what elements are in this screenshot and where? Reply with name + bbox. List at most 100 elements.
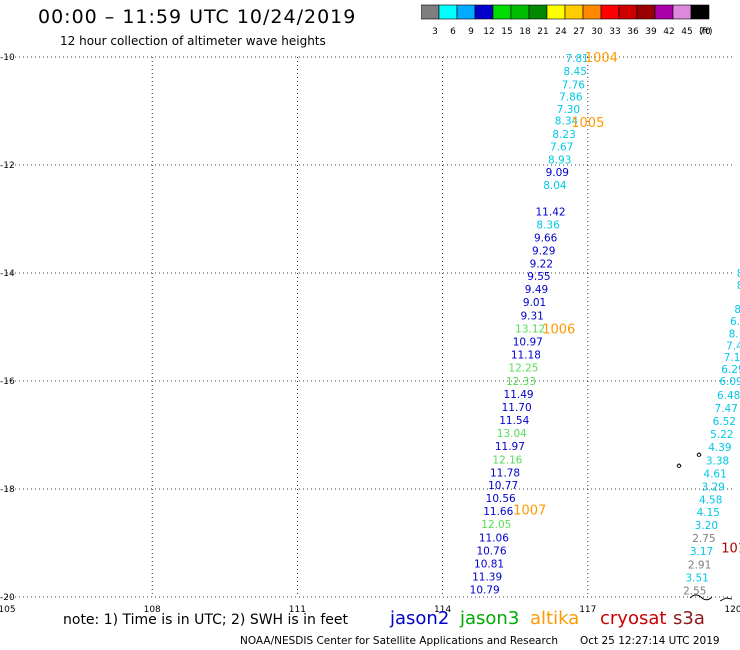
coastline-shape — [676, 463, 682, 468]
swh-value-label: 7.10 — [724, 352, 740, 364]
swh-value-label: 11.70 — [502, 402, 532, 414]
swh-value-label: 9.01 — [523, 297, 546, 309]
scale-label-70: 70 — [699, 27, 711, 37]
swh-value-label: 10.97 — [513, 337, 543, 349]
scale-label-15: 15 — [501, 27, 512, 37]
swh-value-label: 2.75 — [692, 533, 715, 545]
y-tick-label: -14 — [0, 269, 15, 279]
swh-value-label: 7.45 — [726, 340, 740, 352]
swh-value-label: 11.54 — [499, 415, 529, 427]
pressure-label: 1007 — [513, 504, 546, 519]
swh-value-label: 9.31 — [520, 311, 543, 323]
swh-value-label: 5.22 — [710, 429, 733, 441]
swh-value-label: 13.12 — [515, 324, 545, 336]
x-tick-label: 114 — [434, 605, 451, 615]
y-tick-label: -16 — [0, 377, 15, 387]
swh-value-label: 7.67 — [550, 142, 573, 154]
coastline-shape — [689, 594, 713, 601]
swh-value-label: 7.81 — [565, 53, 588, 65]
scale-label-39: 39 — [645, 27, 657, 37]
swh-value-label: 3.29 — [701, 481, 724, 493]
swh-value-label: 4.61 — [703, 468, 726, 480]
swh-value-label: 3.51 — [685, 573, 708, 585]
y-tick-label: -20 — [0, 593, 15, 603]
x-tick-label: 108 — [144, 605, 161, 615]
coastline-shape — [719, 597, 733, 602]
swh-value-label: 10.77 — [488, 480, 518, 492]
scale-label-45: 45 — [681, 27, 692, 37]
pressure-label: 1005 — [571, 116, 604, 131]
swh-value-label: 9.55 — [527, 271, 550, 283]
swh-value-label: 8.93 — [548, 155, 571, 167]
swh-value-label: 13.04 — [497, 428, 527, 440]
scale-label-3: 3 — [432, 27, 438, 37]
swh-value-label: 9.66 — [534, 232, 558, 244]
scale-unit-label: (ft) — [699, 27, 713, 37]
swh-value-label: 2.55 — [683, 586, 706, 598]
credit-line: NOAA/NESDIS Center for Satellite Applica… — [240, 635, 558, 647]
swh-value-label: 11.18 — [511, 350, 541, 362]
pressure-label: 1015 — [721, 541, 740, 556]
swh-value-label: 7.86 — [559, 91, 583, 103]
scale-label-30: 30 — [591, 27, 603, 37]
swh-value-label: 8.23 — [552, 129, 575, 141]
swh-value-label: 10.81 — [474, 559, 504, 571]
swh-value-label: 6.29 — [721, 364, 740, 376]
chart-title: 00:00 – 11:59 UTC 10/24/2019 — [38, 6, 357, 28]
scale-label-12: 12 — [483, 27, 494, 37]
swh-value-label: 8.45 — [564, 66, 587, 78]
swh-value-label: 8.8 — [737, 280, 740, 292]
swh-value-label: 11.42 — [536, 206, 566, 218]
swh-value-label: 9.09 — [546, 167, 569, 179]
swh-value-label: 3.20 — [695, 520, 718, 532]
y-tick-label: -18 — [0, 485, 15, 495]
swh-value-label: 11.39 — [472, 571, 502, 583]
swh-value-label: 6.09 — [719, 376, 740, 388]
satellite-label-jason3: jason3 — [460, 608, 520, 629]
swh-value-label: 8.34 — [555, 116, 579, 128]
scale-label-21: 21 — [537, 27, 548, 37]
x-tick-label: 120 — [724, 605, 740, 615]
satellite-label-altika: altika — [530, 608, 580, 629]
swh-value-label: 7.76 — [562, 80, 586, 92]
swh-value-label: 11.06 — [479, 533, 509, 545]
swh-value-label: 7.47 — [715, 403, 738, 415]
x-tick-label: 117 — [579, 605, 596, 615]
coastline-shape — [696, 452, 702, 457]
scale-label-27: 27 — [573, 27, 584, 37]
color-scale-legend: 3 6 9 12 15 18 21 24 27 30 33 36 39 42 45 70(ft) — [421, 4, 713, 37]
footer-note: note: 1) Time is in UTC; 2) SWH is in fe… — [63, 612, 349, 628]
y-tick-label: -12 — [0, 161, 15, 171]
scale-label-24: 24 — [555, 27, 567, 37]
swh-value-label: 4.58 — [699, 494, 722, 506]
satellite-label-s3a: s3a — [673, 608, 705, 629]
swh-value-label: 10.56 — [486, 493, 516, 505]
swh-value-label: 11.49 — [504, 389, 534, 401]
swh-value-label: 12.25 — [508, 363, 538, 375]
pressure-label: 1006 — [542, 323, 575, 338]
swh-value-label: 8.8 — [734, 304, 740, 316]
swh-value-label: 2.91 — [688, 560, 711, 572]
satellite-label-jason2: jason2 — [390, 608, 450, 629]
swh-value-label: 9.22 — [530, 258, 553, 270]
swh-value-label: 3.38 — [706, 455, 729, 467]
scale-label-18: 18 — [519, 27, 531, 37]
scale-label-36: 36 — [627, 27, 639, 37]
swh-value-label: 4.39 — [708, 442, 731, 454]
scale-label-33: 33 — [609, 27, 620, 37]
swh-value-label: 11.97 — [495, 441, 525, 453]
swh-value-label: 9.29 — [532, 245, 555, 257]
swh-value-label: 10.79 — [470, 584, 500, 596]
y-tick-label: -10 — [0, 53, 15, 63]
swh-value-label: 7.30 — [557, 104, 580, 116]
swh-value-label: 11.66 — [483, 506, 513, 518]
swh-value-label: 8.15 — [729, 328, 740, 340]
swh-value-label: 8.36 — [536, 219, 560, 231]
scale-label-42: 42 — [663, 27, 674, 37]
satellite-label-cryosat: cryosat — [600, 608, 667, 629]
swh-value-label: 12.16 — [492, 454, 522, 466]
scale-label-6: 6 — [450, 27, 456, 37]
swh-value-label: 6.85 — [730, 316, 740, 328]
swh-value-label: 6.48 — [717, 390, 740, 402]
